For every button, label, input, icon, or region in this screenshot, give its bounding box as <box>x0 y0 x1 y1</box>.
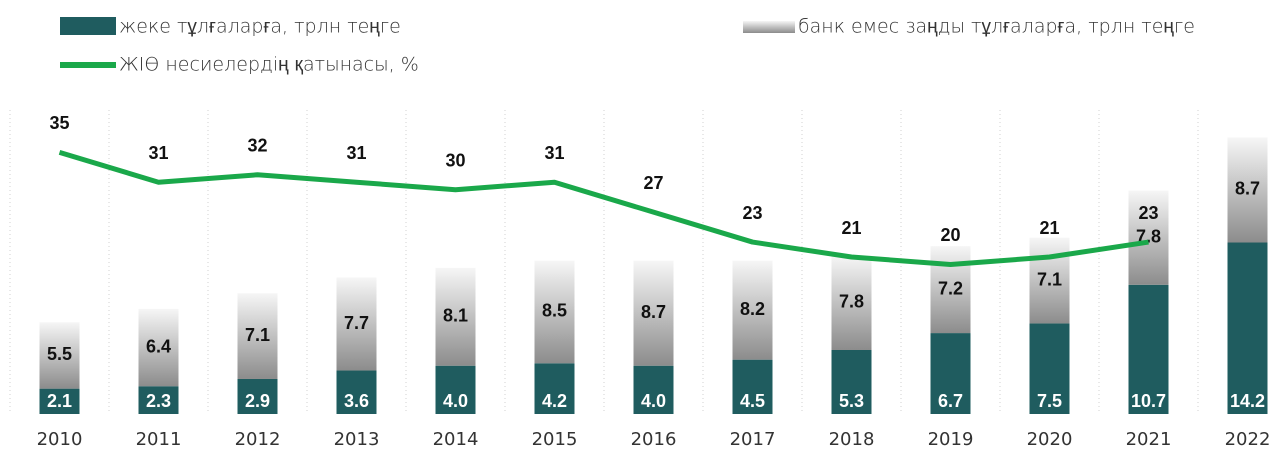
x-tick-label: 2022 <box>1225 429 1271 450</box>
bar-segment <box>732 260 773 360</box>
x-tick-label: 2019 <box>928 429 974 450</box>
data-label: 8.7 <box>641 302 666 322</box>
bar-segment <box>336 370 377 414</box>
x-tick-label: 2017 <box>730 429 776 450</box>
data-label: 4.0 <box>443 391 468 411</box>
line-label: 27 <box>643 173 663 193</box>
bar-segment <box>39 322 80 389</box>
line-label: 30 <box>445 150 465 170</box>
line-label: 23 <box>742 203 762 223</box>
bar-segment <box>732 359 773 414</box>
bar-segment <box>435 267 476 366</box>
bar-segment <box>39 388 80 414</box>
data-label: 2.1 <box>47 391 72 411</box>
legend-label: жеке тұлғаларға, трлн теңге <box>119 16 401 38</box>
line <box>58 149 1149 267</box>
bar-segment <box>1227 242 1268 414</box>
line-label: 31 <box>346 143 366 163</box>
data-label: 7.5 <box>1037 391 1062 411</box>
line-label: 31 <box>544 143 564 163</box>
legend-label: ЖІӨ несиелердің қатынасы, % <box>119 54 419 76</box>
x-tick-label: 2014 <box>433 429 479 450</box>
data-label: 10.7 <box>1131 391 1166 411</box>
data-label: 14.2 <box>1230 391 1265 411</box>
data-label: 3.6 <box>344 391 369 411</box>
data-label: 2.9 <box>245 391 270 411</box>
line-label: 32 <box>247 136 267 156</box>
data-label: 5.3 <box>839 391 864 411</box>
bar-segment <box>237 293 278 379</box>
data-label: 6.4 <box>146 336 171 356</box>
bar-segment <box>930 246 971 334</box>
x-tick-label: 2012 <box>235 429 281 450</box>
data-label: 7.7 <box>344 313 369 333</box>
bar-segment <box>633 365 674 414</box>
line-label: 21 <box>1039 218 1059 238</box>
line-label: 20 <box>940 225 960 245</box>
bar-segment <box>633 260 674 366</box>
data-label: 7.1 <box>1037 269 1062 289</box>
bar-segment <box>336 277 377 371</box>
legend-swatch <box>743 21 795 33</box>
data-label: 4.0 <box>641 391 666 411</box>
data-label: 8.5 <box>542 301 567 321</box>
data-label: 8.7 <box>1235 179 1260 199</box>
x-tick-label: 2018 <box>829 429 875 450</box>
bar-segment <box>138 308 179 387</box>
line-label: 35 <box>49 113 69 133</box>
data-label: 4.2 <box>542 391 567 411</box>
line-label: 23 <box>1138 203 1158 223</box>
bar-segment <box>1029 237 1070 324</box>
legend-swatch <box>60 17 116 35</box>
data-label: 2.3 <box>146 391 171 411</box>
bar-segment <box>1128 284 1169 414</box>
line-label: 21 <box>841 218 861 238</box>
bar-segment <box>534 260 575 364</box>
data-label: 7.2 <box>938 278 963 298</box>
bar-segment <box>831 255 872 350</box>
x-tick-label: 2011 <box>136 429 182 450</box>
x-tick-label: 2010 <box>37 429 83 450</box>
x-tick-label: 2021 <box>1126 429 1172 450</box>
bar-segment <box>534 363 575 414</box>
bar-segment <box>930 333 971 414</box>
bar-segment <box>1029 323 1070 414</box>
data-label: 8.2 <box>740 299 765 319</box>
data-label: 5.5 <box>47 344 72 364</box>
line-label: 31 <box>148 143 168 163</box>
bar-segment <box>1128 190 1169 285</box>
legend-label: банк емес заңды тұлғаларға, трлн теңге <box>798 16 1195 38</box>
x-tick-label: 2013 <box>334 429 380 450</box>
x-tick-label: 2015 <box>532 429 578 450</box>
bar-segment <box>237 378 278 414</box>
bar-segment <box>831 349 872 414</box>
data-label: 4.5 <box>740 391 765 411</box>
data-label: 7.1 <box>245 325 270 345</box>
x-tick-label: 2020 <box>1027 429 1073 450</box>
bar-segment <box>138 386 179 414</box>
data-label: 8.1 <box>443 306 468 326</box>
bar-segment <box>435 365 476 414</box>
data-label: 7.8 <box>839 292 864 312</box>
data-label: 6.7 <box>938 391 963 411</box>
x-tick-label: 2016 <box>631 429 677 450</box>
bar-segment <box>1227 137 1268 243</box>
